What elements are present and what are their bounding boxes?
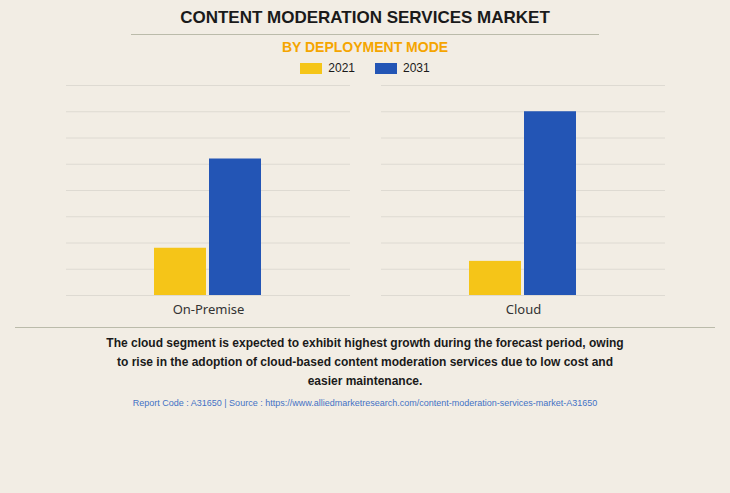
- html-text:The cloud segment is expected: The cloud segment is expected to exhibit…: [106, 336, 624, 389]
- svg-text:On-Premise: On-Premise: [173, 300, 245, 318]
- svg-text:Cloud: Cloud: [506, 300, 541, 318]
- html-text:CONTENT MODERATION SERVICES MA: CONTENT MODERATION SERVICES MARKET: [180, 8, 550, 27]
- html-text:2021: 2021: [328, 61, 355, 75]
- html-text:Report Code : A31650 | Source: Report Code : A31650 | Source : https://…: [132, 397, 598, 408]
- html-text:2031: 2031: [403, 61, 430, 75]
- html-text:BY DEPLOYMENT MODE: BY DEPLOYMENT MODE: [281, 39, 449, 55]
